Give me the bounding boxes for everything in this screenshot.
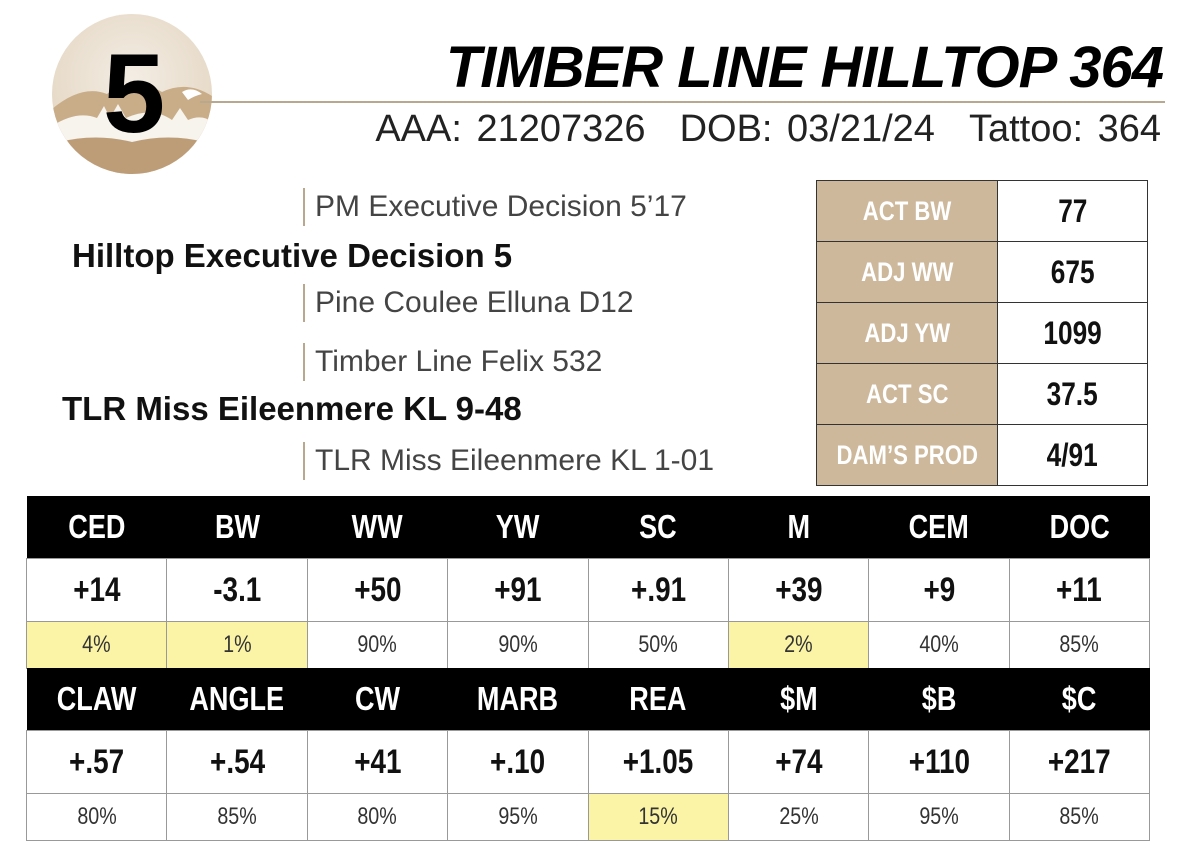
epd-percentile-row: 80% 85% 80% 95% 15% 25% 95% 85% bbox=[25, 793, 1151, 841]
epd-value: +9 bbox=[868, 558, 1010, 622]
stat-row: ACT SC 37.5 bbox=[816, 363, 1148, 425]
landscape-logo-icon bbox=[52, 83, 212, 174]
epd-percentile: 85% bbox=[166, 793, 308, 841]
animal-name: TIMBER LINE HILLTOP 364 bbox=[445, 35, 1164, 100]
stat-value: 4/91 bbox=[997, 424, 1148, 486]
epd-percentile: 50% bbox=[587, 621, 729, 669]
pedigree-sire-dam: Pine Coulee Elluna D12 bbox=[303, 284, 634, 322]
epd-percentile: 15% bbox=[587, 793, 729, 841]
epd-header: SC bbox=[588, 496, 729, 559]
epd-percentile: 95% bbox=[868, 793, 1010, 841]
pedigree-sire-sire: PM Executive Decision 5’17 bbox=[303, 188, 687, 226]
epd-percentile: 4% bbox=[25, 621, 168, 669]
epd-value: +.54 bbox=[166, 730, 308, 794]
title-divider bbox=[200, 101, 1165, 103]
pedigree-dam-dam: TLR Miss Eileenmere KL 1-01 bbox=[303, 442, 714, 480]
epd-value: +217 bbox=[1008, 730, 1151, 794]
epd-value: +50 bbox=[306, 558, 449, 622]
epd-header: CED bbox=[26, 496, 167, 559]
epd-header: MARB bbox=[447, 668, 588, 731]
epd-value: +.91 bbox=[587, 558, 729, 622]
stat-label: ACT BW bbox=[816, 180, 998, 242]
epd-value: +11 bbox=[1008, 558, 1151, 622]
epd-value: +110 bbox=[868, 730, 1010, 794]
epd-percentile: 80% bbox=[25, 793, 168, 841]
epd-header: $B bbox=[868, 668, 1010, 731]
registration-line: AAA: 21207326 DOB: 03/21/24 Tattoo: 364 bbox=[375, 104, 1161, 154]
epd-table-1: CED BW WW YW SC M CEM DOC +14 -3.1 +50 +… bbox=[25, 496, 1151, 669]
epd-percentile: 40% bbox=[868, 621, 1010, 669]
pedigree-sire: Hilltop Executive Decision 5 bbox=[72, 237, 513, 274]
lot-number: 5 bbox=[102, 31, 165, 156]
epd-value: +.10 bbox=[447, 730, 589, 794]
epd-percentile: 2% bbox=[727, 621, 870, 669]
epd-header: WW bbox=[307, 496, 448, 559]
epd-header: CLAW bbox=[26, 668, 167, 731]
epd-header-row: CLAW ANGLE CW MARB REA $M $B $C bbox=[26, 668, 1150, 731]
epd-value: -3.1 bbox=[166, 558, 308, 622]
aaa-number: AAA: 21207326 bbox=[375, 108, 646, 150]
epd-percentile: 85% bbox=[1008, 793, 1151, 841]
epd-header: YW bbox=[447, 496, 588, 559]
stat-label: ACT SC bbox=[816, 363, 998, 425]
epd-percentile: 25% bbox=[727, 793, 870, 841]
epd-value: +1.05 bbox=[587, 730, 729, 794]
epd-value: +.57 bbox=[25, 730, 168, 794]
epd-value-row: +14 -3.1 +50 +91 +.91 +39 +9 +11 bbox=[25, 558, 1151, 622]
epd-header: $M bbox=[728, 668, 869, 731]
epd-value: +74 bbox=[727, 730, 870, 794]
stat-row: ADJ WW 675 bbox=[816, 241, 1148, 303]
epd-percentile-row: 4% 1% 90% 90% 50% 2% 40% 85% bbox=[25, 621, 1151, 669]
epd-header: REA bbox=[588, 668, 729, 731]
epd-percentile: 90% bbox=[447, 621, 589, 669]
epd-header-row: CED BW WW YW SC M CEM DOC bbox=[26, 496, 1150, 559]
stat-value: 77 bbox=[997, 180, 1148, 242]
performance-stats-table: ACT BW 77 ADJ WW 675 ADJ YW 1099 ACT SC … bbox=[816, 180, 1148, 486]
lot-badge: 5 bbox=[52, 14, 212, 174]
epd-value: +41 bbox=[306, 730, 449, 794]
stat-label: DAM’S PROD bbox=[816, 424, 998, 486]
epd-header: M bbox=[728, 496, 869, 559]
stat-row: ADJ YW 1099 bbox=[816, 302, 1148, 364]
stat-row: ACT BW 77 bbox=[816, 180, 1148, 242]
epd-header: ANGLE bbox=[166, 668, 308, 731]
epd-header: $C bbox=[1009, 668, 1150, 731]
dob: DOB: 03/21/24 bbox=[679, 108, 935, 150]
epd-header: CEM bbox=[868, 496, 1010, 559]
epd-value-row: +.57 +.54 +41 +.10 +1.05 +74 +110 +217 bbox=[25, 730, 1151, 794]
epd-percentile: 1% bbox=[166, 621, 308, 669]
epd-percentile: 80% bbox=[306, 793, 449, 841]
epd-percentile: 90% bbox=[306, 621, 449, 669]
epd-header: CW bbox=[307, 668, 448, 731]
epd-percentile: 85% bbox=[1008, 621, 1151, 669]
pedigree-dam: TLR Miss Eileenmere KL 9-48 bbox=[62, 390, 522, 427]
pedigree-dam-sire: Timber Line Felix 532 bbox=[303, 343, 602, 381]
epd-value: +14 bbox=[25, 558, 168, 622]
epd-header: DOC bbox=[1009, 496, 1150, 559]
epd-percentile: 95% bbox=[447, 793, 589, 841]
stat-label: ADJ WW bbox=[816, 241, 998, 303]
epd-value: +39 bbox=[727, 558, 870, 622]
stat-value: 675 bbox=[997, 241, 1148, 303]
epd-header: BW bbox=[166, 496, 308, 559]
stat-row: DAM’S PROD 4/91 bbox=[816, 424, 1148, 486]
stat-label: ADJ YW bbox=[816, 302, 998, 364]
epd-value: +91 bbox=[447, 558, 589, 622]
stat-value: 1099 bbox=[997, 302, 1148, 364]
tattoo: Tattoo: 364 bbox=[968, 108, 1161, 150]
epd-table-2: CLAW ANGLE CW MARB REA $M $B $C +.57 +.5… bbox=[25, 668, 1151, 841]
stat-value: 37.5 bbox=[997, 363, 1148, 425]
